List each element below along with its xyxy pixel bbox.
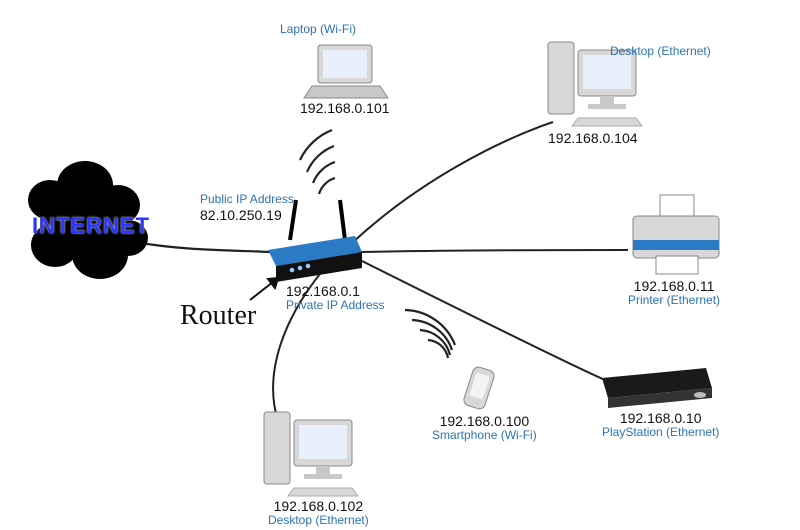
router-arrow-icon — [250, 278, 278, 300]
desktop2-ip: 192.168.0.102 — [268, 498, 369, 514]
desktop1-ip: 192.168.0.104 — [548, 130, 638, 146]
desktop2-type: Desktop (Ethernet) — [268, 514, 369, 528]
playstation-icon — [602, 368, 712, 408]
network-diagram: { "type": "network-topology", "canvas": … — [0, 0, 800, 530]
laptop-icon — [304, 45, 388, 98]
desktop1-type: Desktop (Ethernet) — [610, 44, 711, 58]
printer-ip: 192.168.0.11 — [628, 278, 720, 294]
router-private-ip: 192.168.0.1 — [286, 283, 385, 299]
laptop-ip: 192.168.0.101 — [300, 100, 390, 116]
smartphone-type: Smartphone (Wi-Fi) — [432, 429, 537, 443]
public-ip: 82.10.250.19 — [200, 207, 294, 223]
router-title: Router — [180, 300, 256, 332]
laptop-type: Laptop (Wi-Fi) — [280, 22, 356, 36]
diagram-svg — [0, 0, 800, 530]
private-ip-label: Private IP Address — [286, 299, 385, 313]
playstation-type: PlayStation (Ethernet) — [602, 426, 719, 440]
playstation-ip: 192.168.0.10 — [602, 410, 719, 426]
desktop2-icon — [264, 412, 358, 496]
printer-type: Printer (Ethernet) — [628, 294, 720, 308]
printer-icon — [633, 195, 719, 274]
internet-label: INTERNET — [32, 213, 150, 239]
smartphone-ip: 192.168.0.100 — [432, 413, 537, 429]
smartphone-icon — [462, 366, 495, 411]
public-ip-label: Public IP Address — [200, 193, 294, 207]
